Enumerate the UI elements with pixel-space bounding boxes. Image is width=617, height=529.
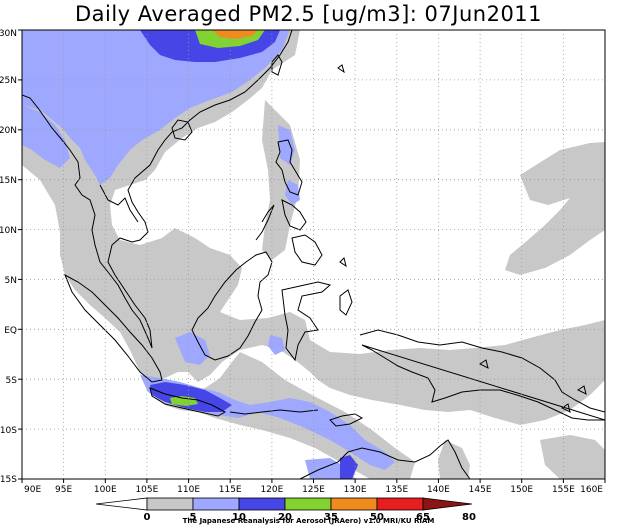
colorbar-segment-20-35 — [238, 497, 286, 511]
coastline-small-islands — [337, 64, 587, 413]
lat-label-15s: 15S — [0, 475, 17, 485]
colorbar-label-80: 80 — [462, 512, 476, 523]
pm25-contour-50-65 — [212, 30, 258, 39]
coastline-sumatra — [64, 273, 163, 383]
coastline-australia — [299, 439, 471, 479]
coastline-java — [149, 387, 227, 417]
lat-label-5s: 5S — [6, 376, 18, 386]
colorbar-segment-10-20 — [192, 497, 240, 511]
lat-label-20n: 20N — [0, 126, 17, 136]
colorbar-segment-80-plus — [422, 497, 473, 511]
coastline-borneo — [191, 251, 273, 361]
colorbar-segment-35-50 — [284, 497, 332, 511]
colorbar-labels: 0 5 10 20 35 50 65 80 — [144, 512, 476, 523]
colorbar-label-35: 35 — [324, 512, 338, 523]
lon-label-115e: 115E — [219, 485, 242, 495]
pm25-field — [22, 30, 605, 479]
lon-label-105e: 105E — [135, 485, 158, 495]
colorbar — [95, 497, 473, 511]
colorbar-label-20: 20 — [278, 512, 292, 523]
colorbar-segment-0-5 — [95, 497, 148, 511]
lat-label-15n: 15N — [0, 176, 17, 186]
lon-label-135e: 135E — [385, 485, 408, 495]
coastline-gulf-of-thailand — [99, 184, 139, 223]
coastline-halmahera — [339, 289, 353, 316]
coastline-new-guinea — [359, 329, 605, 421]
colorbar-label-5: 5 — [190, 512, 197, 523]
longitude-labels: 90E 95E 100E 105E 110E 115E 120E 125E 13… — [24, 485, 603, 495]
coastline-palawan — [255, 204, 275, 241]
coastline-sulawesi — [281, 281, 332, 362]
lon-label-160e: 160E — [580, 485, 603, 495]
axis-ticks — [18, 29, 606, 483]
coastline-luzon — [275, 139, 303, 196]
pm25-contour-5-10 — [438, 440, 470, 479]
coastlines — [22, 30, 605, 479]
lon-label-95e: 95E — [55, 485, 72, 495]
lon-label-90e: 90E — [24, 485, 41, 495]
lon-label-140e: 140E — [427, 485, 450, 495]
coastline-hainan — [171, 119, 193, 141]
lat-label-25n: 25N — [0, 76, 17, 86]
coastline-mainland-asia — [22, 30, 293, 349]
pm25-contour-10-20 — [22, 30, 290, 185]
lat-label-10s: 10S — [0, 426, 17, 436]
data-credit: The Japanese Reanalysis for Aerosol (JRA… — [182, 517, 435, 525]
lat-label-10n: 10N — [0, 226, 17, 236]
coastline-visayas — [281, 199, 307, 231]
map-title: Daily Averaged PM2.5 [ug/m3]: 07Jun2011 — [74, 2, 543, 26]
lon-label-110e: 110E — [177, 485, 200, 495]
lon-label-100e: 100E — [94, 485, 117, 495]
coastline-timor — [329, 413, 364, 427]
lon-label-125e: 125E — [302, 485, 325, 495]
colorbar-label-0: 0 — [144, 512, 151, 523]
lon-label-120e: 120E — [260, 485, 283, 495]
pm25-contour-10-20 — [175, 332, 210, 365]
colorbar-label-10: 10 — [232, 512, 246, 523]
lon-label-130e: 130E — [344, 485, 367, 495]
pm25-contour-5-10 — [505, 142, 605, 275]
lat-label-eq: EQ — [4, 326, 17, 336]
colorbar-segment-5-10 — [146, 497, 194, 511]
lon-label-145e: 145E — [469, 485, 492, 495]
colorbar-label-50: 50 — [370, 512, 384, 523]
colorbar-segment-65-80 — [376, 497, 424, 511]
lat-label-5n: 5N — [5, 276, 17, 286]
pm25-contour-20-35 — [340, 455, 358, 479]
lon-label-155e: 155E — [552, 485, 575, 495]
coastline-lesser-sunda — [229, 409, 319, 415]
lon-label-150e: 150E — [510, 485, 533, 495]
pm25-contour-10-20 — [22, 105, 70, 168]
colorbar-label-65: 65 — [416, 512, 430, 523]
latitude-labels: 30N 25N 20N 15N 10N 5N EQ 5S 10S 15S — [0, 29, 17, 485]
lat-label-30n: 30N — [0, 29, 17, 39]
coastline-mindanao — [291, 234, 323, 266]
graticule — [22, 30, 605, 479]
pm25-contour-35-50 — [170, 396, 198, 406]
pm25-contour-5-10 — [22, 30, 605, 425]
pm25-contour-5-10 — [540, 435, 605, 479]
colorbar-segment-50-65 — [330, 497, 378, 511]
